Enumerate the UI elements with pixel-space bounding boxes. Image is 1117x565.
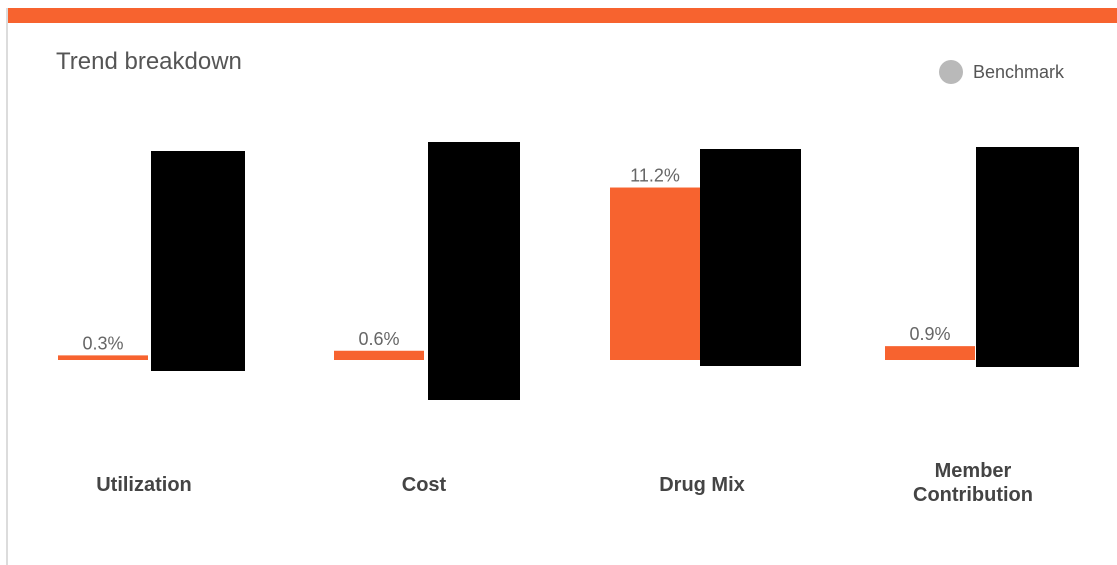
legend-benchmark-label: Benchmark <box>973 61 1065 82</box>
data-label-cost: 0.6% <box>358 329 399 349</box>
bar-cost <box>334 350 424 360</box>
bar-drug-mix <box>610 187 700 360</box>
benchmark-bar-redacted-drug-mix <box>700 149 801 366</box>
card-title: Trend breakdown <box>56 48 242 75</box>
chart-legend: Benchmark <box>939 60 1064 84</box>
benchmark-bar-redacted-cost <box>428 142 520 400</box>
category-label-line: Cost <box>401 474 447 496</box>
category-label-cost: Cost <box>324 473 524 497</box>
category-label-line: Utilization <box>96 474 192 496</box>
bar-utilization <box>58 355 148 360</box>
category-label-line: Drug Mix <box>659 474 745 496</box>
category-label-line: Contribution <box>913 484 1033 506</box>
category-label-drug-mix: Drug Mix <box>602 473 802 497</box>
data-label-member-contribution: 0.9% <box>909 324 950 344</box>
data-label-drug-mix: 11.2% <box>630 166 680 186</box>
legend-benchmark-swatch <box>939 60 963 84</box>
data-label-utilization: 0.3% <box>82 333 123 353</box>
benchmark-bar-redacted-utilization <box>151 151 245 371</box>
benchmark-bar-redacted-member-contribution <box>976 147 1079 367</box>
category-label-utilization: Utilization <box>44 473 244 497</box>
category-label-member-contribution: Member Contribution <box>873 459 1073 507</box>
category-label-line: Member <box>934 460 1012 482</box>
card-accent-bar <box>8 8 1117 23</box>
bar-member-contribution <box>885 346 975 360</box>
